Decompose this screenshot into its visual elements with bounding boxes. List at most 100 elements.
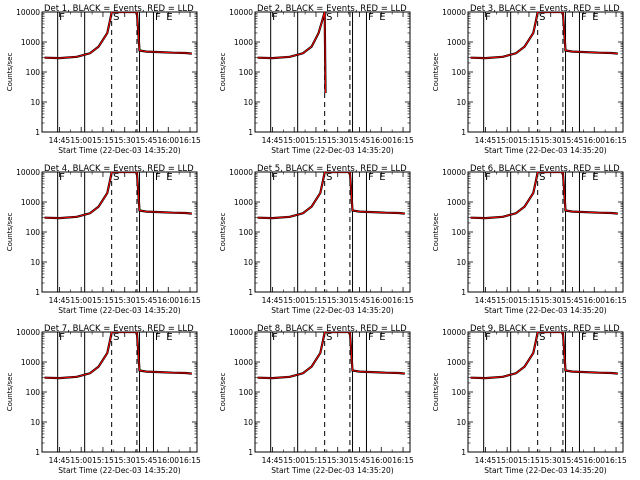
y-axis-label: Counts/sec <box>219 53 227 92</box>
panel-det-3: Det 3, BLACK = Events, RED = LLD 1 10 100 10… <box>432 4 627 155</box>
plot-frame <box>254 331 411 453</box>
y-tick-label: 1000 <box>447 38 466 47</box>
interval-marker-label: F <box>155 172 161 183</box>
interval-marker-label: F <box>59 12 65 23</box>
x-axis-label: Start Time (22-Dec-03 14:35:20) <box>58 306 180 315</box>
x-tick-label: 16:15 <box>392 296 414 305</box>
y-tick-label: 10000 <box>442 8 466 17</box>
interval-marker-label: F <box>272 12 278 23</box>
panel-title: Det 7, BLACK = Events, RED = LLD <box>44 324 194 334</box>
x-tick-label: 15:30 <box>327 296 349 305</box>
panel-title: Det 5, BLACK = Events, RED = LLD <box>257 164 407 174</box>
x-tick-label: 15:45 <box>136 296 158 305</box>
x-tick-label: 15:00 <box>283 296 305 305</box>
interval-marker-label: S <box>326 12 332 23</box>
x-tick-label: 15:15 <box>305 456 327 465</box>
y-tick-label: 1000 <box>21 358 40 367</box>
y-tick-label: 1000 <box>21 198 40 207</box>
y-tick-label: 10 <box>243 98 253 107</box>
lld-series-line <box>257 12 326 94</box>
panel-title: Det 3, BLACK = Events, RED = LLD <box>470 4 620 14</box>
lld-series-line <box>470 12 618 59</box>
x-tick-label: 16:00 <box>157 136 179 145</box>
y-tick-label: 10 <box>456 418 466 427</box>
y-tick-label: 10 <box>456 98 466 107</box>
x-tick-label: 15:30 <box>114 456 136 465</box>
y-axis-label: Counts/sec <box>6 213 14 252</box>
y-tick-label: 1 <box>461 288 466 297</box>
x-tick-label: 15:45 <box>136 136 158 145</box>
x-tick-label: 15:45 <box>349 456 371 465</box>
y-tick-label: 100 <box>239 388 254 397</box>
interval-lines <box>57 172 154 292</box>
lld-series-line <box>44 332 192 379</box>
plot-frame <box>467 171 624 293</box>
interval-lines <box>270 12 367 132</box>
y-tick-label: 100 <box>239 68 254 77</box>
series-group <box>44 12 192 60</box>
x-tick-label: 14:45 <box>262 296 284 305</box>
x-tick-label: 15:30 <box>327 136 349 145</box>
x-tick-label: 15:45 <box>562 456 584 465</box>
interval-marker-label: E <box>166 172 172 183</box>
lld-series-line <box>470 172 618 219</box>
y-tick-label: 1 <box>248 128 253 137</box>
y-tick-label: 10 <box>243 258 253 267</box>
x-tick-label: 16:15 <box>605 296 627 305</box>
panel-det-8: Det 8, BLACK = Events, RED = LLD 1 10 100 10… <box>219 324 414 475</box>
interval-marker-label: E <box>592 332 598 343</box>
x-tick-label: 15:45 <box>136 456 158 465</box>
interval-lines <box>57 12 154 132</box>
interval-marker-label: S <box>539 172 545 183</box>
x-tick-label: 15:30 <box>540 136 562 145</box>
x-tick-label: 16:00 <box>583 456 605 465</box>
y-tick-label: 1 <box>248 448 253 457</box>
y-axis-label: Counts/sec <box>6 53 14 92</box>
x-tick-label: 15:15 <box>518 136 540 145</box>
y-tick-label: 1 <box>35 128 40 137</box>
x-tick-label: 16:00 <box>370 296 392 305</box>
y-tick-label: 10 <box>30 258 40 267</box>
plot-frame <box>467 11 624 133</box>
y-tick-label: 1 <box>248 288 253 297</box>
x-tick-label: 14:45 <box>49 136 71 145</box>
lld-series-line <box>470 332 618 379</box>
x-tick-label: 15:15 <box>305 136 327 145</box>
x-axis-label: Start Time (22-Dec-03 14:35:20) <box>484 146 606 155</box>
interval-lines <box>57 332 154 452</box>
y-axis-label: Counts/sec <box>432 213 440 252</box>
y-axis-label: Counts/sec <box>219 373 227 412</box>
plot-frame <box>41 171 198 293</box>
interval-marker-label: F <box>581 172 587 183</box>
x-tick-label: 16:00 <box>157 296 179 305</box>
plot-frame <box>41 11 198 133</box>
x-tick-label: 15:30 <box>540 296 562 305</box>
plot-frame <box>254 171 411 293</box>
y-tick-label: 10 <box>456 258 466 267</box>
panel-title: Det 2, BLACK = Events, RED = LLD <box>257 4 407 14</box>
x-tick-label: 15:45 <box>562 296 584 305</box>
x-tick-label: 15:15 <box>92 136 114 145</box>
panel-det-4: Det 4, BLACK = Events, RED = LLD 1 10 100 10… <box>6 164 201 315</box>
x-tick-label: 16:15 <box>605 456 627 465</box>
series-group <box>470 332 618 380</box>
x-axis-label: Start Time (22-Dec-03 14:35:20) <box>271 306 393 315</box>
x-tick-label: 15:30 <box>327 456 349 465</box>
series-group <box>257 332 405 380</box>
y-tick-label: 10000 <box>16 168 40 177</box>
y-tick-label: 100 <box>26 228 41 237</box>
series-group <box>44 172 192 220</box>
y-tick-label: 1000 <box>234 38 253 47</box>
panel-det-5: Det 5, BLACK = Events, RED = LLD 1 10 100 10… <box>219 164 414 315</box>
x-tick-label: 15:00 <box>70 136 92 145</box>
y-tick-label: 10000 <box>442 328 466 337</box>
interval-marker-label: E <box>592 12 598 23</box>
interval-marker-label: E <box>166 12 172 23</box>
panel-det-2: Det 2, BLACK = Events, RED = LLD 1 10 100 10… <box>219 4 414 155</box>
y-tick-label: 10000 <box>442 168 466 177</box>
y-axis-label: Counts/sec <box>219 213 227 252</box>
y-tick-label: 1000 <box>447 358 466 367</box>
x-tick-label: 14:45 <box>262 136 284 145</box>
x-tick-label: 14:45 <box>262 456 284 465</box>
